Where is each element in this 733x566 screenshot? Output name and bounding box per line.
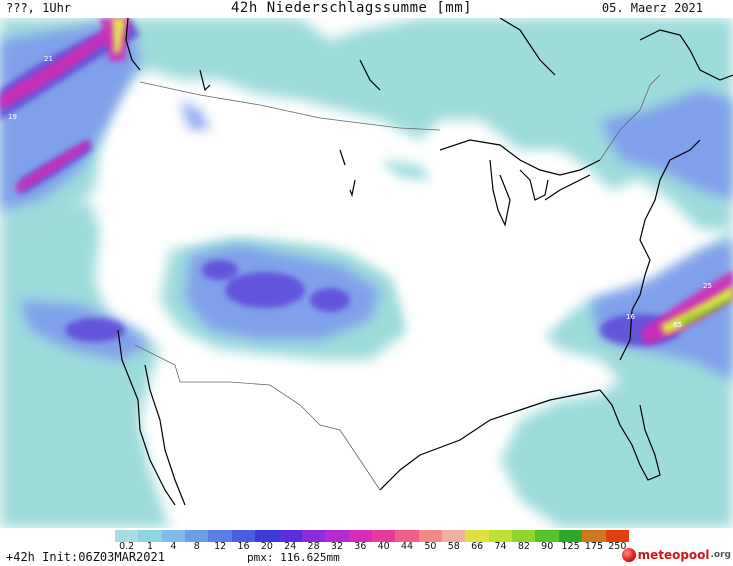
dry-areas xyxy=(120,130,600,500)
legend-swatch xyxy=(488,530,513,542)
legend-tick-label: 0.2 xyxy=(119,541,135,552)
map-title: 42h Niederschlagssumme [mm] xyxy=(231,0,473,16)
legend-tick-label: 8 xyxy=(193,541,200,552)
legend-tick-label: 74 xyxy=(494,541,507,552)
legend-swatch xyxy=(535,530,559,542)
color-scale-labels: 0.2 1 4 8 12 16 20 24 28 32 36 40 44 50 58 66 74 82 90 125 1… xyxy=(115,541,635,553)
legend-tick-label: 24 xyxy=(284,541,297,552)
value-label: 25 xyxy=(703,282,712,290)
legend-swatch xyxy=(301,530,326,542)
value-label: 16 xyxy=(626,313,635,321)
legend-tick-label: 175 xyxy=(584,541,604,552)
legend-tick-label: 36 xyxy=(354,541,367,552)
precipitation-map: 21 19 16 65 25 xyxy=(0,18,733,528)
legend-swatch xyxy=(208,530,232,542)
legend-tick-label: 66 xyxy=(471,541,484,552)
legend-swatch xyxy=(161,530,186,542)
legend-tick-label: 58 xyxy=(447,541,460,552)
logo-ball-icon xyxy=(621,548,636,562)
color-scale-bar xyxy=(115,530,629,542)
value-label: 21 xyxy=(44,55,53,63)
legend-tick-label: 16 xyxy=(237,541,250,552)
legend-swatch xyxy=(582,530,606,542)
legend-tick-label: 28 xyxy=(307,541,320,552)
coastlines xyxy=(117,18,733,506)
pmx-label: pmx: 116.625mm xyxy=(247,551,340,564)
legend-tick-label: 90 xyxy=(541,541,554,552)
legend-tick-label: 12 xyxy=(214,541,227,552)
legend-swatch xyxy=(605,530,629,542)
legend-swatch xyxy=(558,530,583,542)
legend-swatch xyxy=(395,530,419,542)
map-canvas: 21 19 16 65 25 xyxy=(0,18,733,528)
legend-swatch xyxy=(348,530,372,542)
init-label: +42h Init:06Z03MAR2021 xyxy=(6,550,165,564)
footer-bar: 0.2 1 4 8 12 16 20 24 28 32 36 40 44 50 58 66 74 82 90 125 1… xyxy=(0,528,733,566)
precip-value-labels: 21 19 16 65 25 xyxy=(8,55,712,329)
legend-tick-label: 44 xyxy=(400,541,414,552)
legend-tick-label: 4 xyxy=(170,541,177,552)
valid-date: 05. Maerz 2021 xyxy=(601,1,703,15)
legend-swatch xyxy=(138,530,162,542)
header-bar: ???, 1Uhr 42h Niederschlagssumme [mm] 05… xyxy=(0,0,733,18)
legend-tick-label: 50 xyxy=(424,541,437,552)
legend-tick-label: 40 xyxy=(377,541,390,552)
legend-tick-label: 125 xyxy=(561,541,580,552)
legend-tick-label: 20 xyxy=(260,541,273,552)
legend-swatch xyxy=(465,530,489,542)
legend-swatch xyxy=(278,530,302,542)
legend-swatch xyxy=(231,530,256,542)
legend-swatch xyxy=(185,530,209,542)
legend-swatch xyxy=(255,530,279,542)
legend-swatch xyxy=(512,530,536,542)
legend-swatch xyxy=(418,530,443,542)
value-label: 65 xyxy=(673,321,682,329)
max-precip-cores xyxy=(112,18,733,335)
legend-swatch xyxy=(325,530,349,542)
legend-swatch xyxy=(115,530,139,542)
logo-tld: .org xyxy=(710,550,731,560)
logo-text: meteopool xyxy=(637,548,710,562)
legend-tick-label: 32 xyxy=(330,541,343,552)
value-label: 19 xyxy=(8,113,17,121)
legend-tick-label: 82 xyxy=(517,541,530,552)
legend-tick-label: 250 xyxy=(608,541,627,552)
country-borders xyxy=(134,74,661,491)
legend-swatch xyxy=(371,530,396,542)
meteopool-logo[interactable]: meteopool .org xyxy=(621,546,731,564)
legend-swatch xyxy=(442,530,466,542)
run-label: ???, 1Uhr xyxy=(6,1,72,15)
legend-tick-label: 1 xyxy=(147,541,154,552)
